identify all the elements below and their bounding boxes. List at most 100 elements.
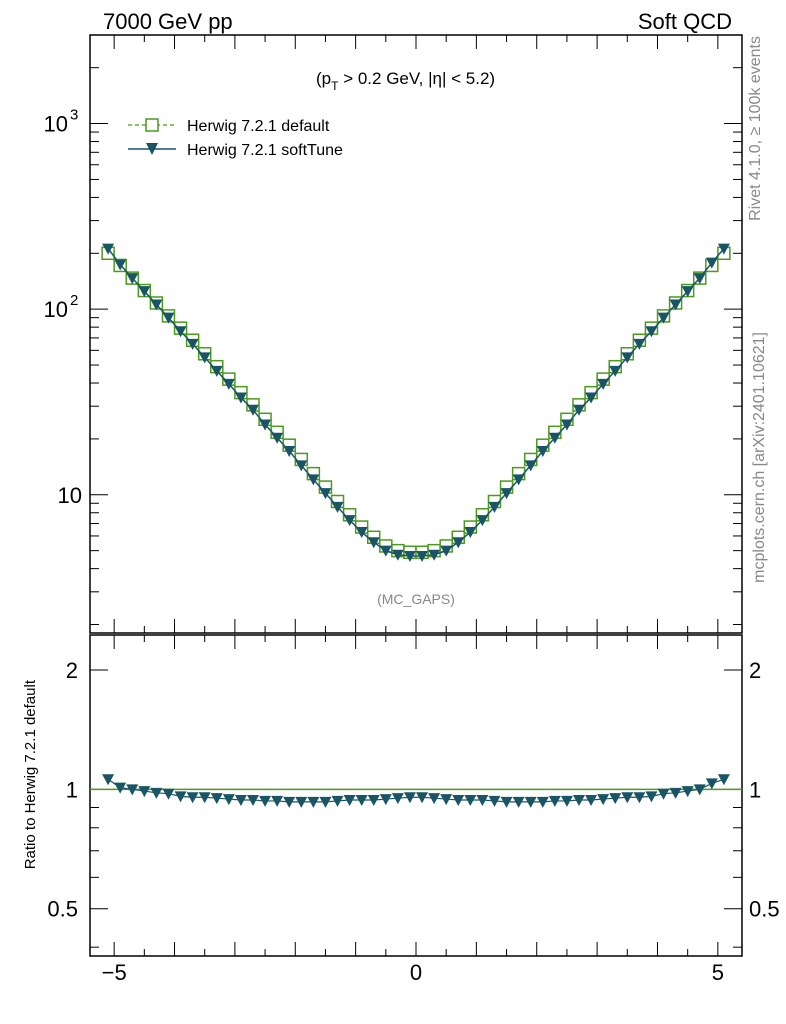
main-y-tick-label: 10 bbox=[58, 483, 82, 508]
legend-marker-default bbox=[145, 118, 159, 132]
series-softtune-point bbox=[633, 338, 646, 350]
series-softtune-point bbox=[669, 299, 682, 311]
main-y-tick-exponent: 3 bbox=[70, 107, 78, 124]
x-tick-label: 0 bbox=[410, 960, 422, 985]
series-softtune-point bbox=[174, 326, 187, 338]
main-y-tick-exponent: 2 bbox=[70, 292, 78, 309]
ratio-softtune-point bbox=[452, 795, 465, 807]
ratio-y-tick-label-left: 1 bbox=[66, 777, 78, 802]
analysis-label: (MC_GAPS) bbox=[377, 591, 455, 607]
series-softtune-point bbox=[657, 312, 670, 324]
ratio-softtune-point bbox=[500, 796, 513, 808]
series-softtune-point bbox=[114, 259, 127, 271]
series-herwig-softtune bbox=[102, 243, 730, 562]
ratio-series-softtune bbox=[102, 774, 730, 808]
series-softtune-point bbox=[367, 537, 380, 549]
ratio-softtune-point bbox=[259, 795, 272, 807]
ratio-softtune-point bbox=[247, 795, 259, 807]
series-softtune-point bbox=[283, 446, 296, 458]
ratio-softtune-point bbox=[403, 792, 416, 804]
ratio-softtune-point bbox=[717, 774, 730, 786]
series-softtune-point bbox=[295, 460, 308, 472]
ratio-softtune-point bbox=[138, 786, 151, 798]
cut-label: (pT > 0.2 GeV, |η| < 5.2) bbox=[316, 69, 495, 93]
series-softtune-point bbox=[476, 515, 489, 527]
series-softtune-point bbox=[210, 365, 223, 377]
ratio-softtune-point bbox=[295, 796, 308, 808]
series-herwig-default bbox=[101, 246, 731, 560]
ratio-softtune-point bbox=[186, 792, 199, 804]
ratio-softtune-point bbox=[657, 788, 670, 800]
series-softtune-point bbox=[416, 550, 429, 562]
series-softtune-point bbox=[693, 273, 706, 285]
cut-label-sub: T bbox=[331, 79, 339, 93]
ratio-softtune-point bbox=[222, 794, 235, 806]
x-tick-labels: −5 0 5 bbox=[102, 960, 724, 985]
series-softtune-point bbox=[343, 515, 356, 527]
ratio-softtune-point bbox=[633, 792, 646, 804]
ratio-softtune-point bbox=[234, 795, 247, 807]
ratio-softtune-point bbox=[524, 796, 537, 808]
ratio-softtune-point bbox=[681, 786, 694, 798]
ratio-softtune-point bbox=[585, 795, 598, 807]
ratio-softtune-point bbox=[645, 791, 658, 803]
ratio-softtune-point bbox=[102, 774, 115, 786]
ratio-softtune-point bbox=[548, 795, 561, 807]
ratio-y-tick-label-right: 2 bbox=[749, 658, 761, 683]
ratio-panel: 0.5 0.5 1 1 2 2 Ratio to Herwig 7.2.1 default bbox=[22, 634, 780, 957]
series-softtune-point bbox=[645, 326, 658, 338]
series-softtune-point bbox=[621, 352, 634, 364]
series-softtune-point bbox=[355, 527, 368, 539]
ratio-y-axis-label: Ratio to Herwig 7.2.1 default bbox=[22, 679, 39, 869]
series-softtune-point bbox=[512, 474, 525, 486]
ratio-softtune-point bbox=[307, 796, 320, 808]
series-softtune-point bbox=[536, 446, 549, 458]
ratio-panel-frame bbox=[89, 634, 743, 957]
ratio-softtune-point bbox=[536, 796, 549, 808]
series-softtune-point bbox=[102, 243, 115, 255]
legend-marker-softtune bbox=[146, 143, 158, 155]
series-softtune-point bbox=[307, 474, 320, 486]
cut-label-open: (p bbox=[316, 69, 331, 88]
header-left-label: 7000 GeV pp bbox=[103, 9, 233, 34]
series-softtune-point bbox=[271, 432, 284, 444]
ratio-softtune-point bbox=[512, 796, 525, 808]
ratio-softtune-point bbox=[416, 792, 429, 804]
rivet-version-label: Rivet 4.1.0, ≥ 100k events bbox=[747, 36, 764, 221]
ratio-softtune-point bbox=[693, 784, 706, 796]
series-softtune-point bbox=[186, 338, 199, 350]
series-softtune-point bbox=[500, 488, 513, 500]
ratio-softtune-point bbox=[464, 795, 477, 807]
series-softtune-point bbox=[198, 352, 211, 364]
x-tick-label: 5 bbox=[712, 960, 724, 985]
ratio-y-tick-label-left: 2 bbox=[66, 658, 78, 683]
ratio-softtune-point bbox=[379, 794, 392, 806]
series-softtune-point bbox=[428, 549, 441, 561]
ratio-softtune-point bbox=[355, 795, 368, 807]
ratio-softtune-point bbox=[609, 793, 622, 805]
legend: Herwig 7.2.1 default Herwig 7.2.1 softTu… bbox=[128, 118, 343, 159]
series-softtune-point bbox=[150, 299, 163, 311]
ratio-softtune-point bbox=[271, 795, 284, 807]
series-softtune-point bbox=[126, 273, 139, 285]
ratio-softtune-point bbox=[331, 795, 344, 807]
ratio-y-tick-labels: 0.5 0.5 1 1 2 2 bbox=[47, 658, 779, 922]
ratio-softtune-point bbox=[210, 793, 223, 805]
main-y-tick-label: 10 bbox=[44, 112, 68, 137]
series-softtune-point bbox=[488, 501, 501, 513]
series-softtune-line bbox=[107, 248, 725, 557]
series-softtune-point bbox=[234, 392, 247, 404]
series-softtune-point bbox=[609, 365, 622, 377]
mcplots-label: mcplots.cern.ch [arXiv:2401.10621] bbox=[751, 332, 768, 583]
series-softtune-point bbox=[597, 378, 610, 390]
series-softtune-point bbox=[391, 549, 404, 561]
header-right-label: Soft QCD bbox=[638, 9, 732, 34]
ratio-softtune-point bbox=[283, 796, 296, 808]
ratio-softtune-point bbox=[114, 782, 127, 794]
ratio-y-tick-label-right: 1 bbox=[749, 777, 761, 802]
ratio-softtune-point bbox=[198, 792, 211, 804]
ratio-softtune-point bbox=[621, 792, 634, 804]
ratio-softtune-point bbox=[150, 787, 163, 799]
